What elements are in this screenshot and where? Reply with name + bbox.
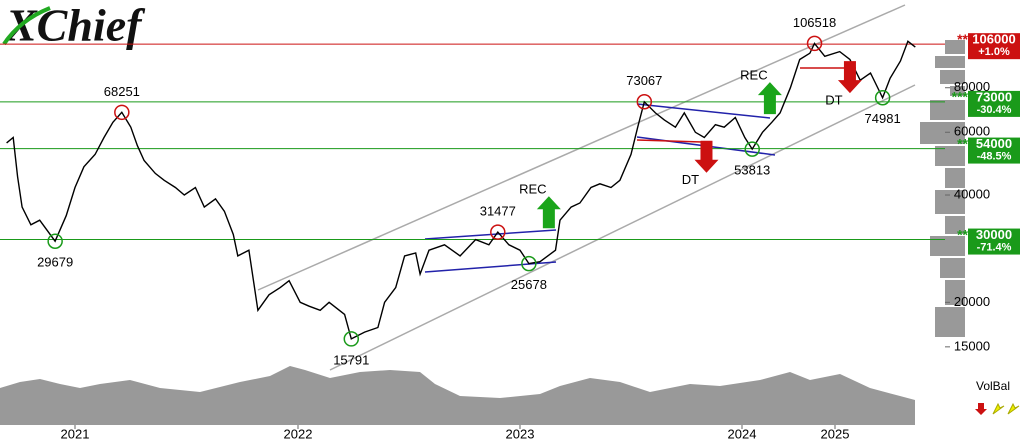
x-tick-label: 2021	[61, 426, 90, 441]
price-line	[6, 40, 916, 340]
y-tick-label: 80000	[954, 79, 990, 94]
level-box	[968, 137, 1020, 164]
level-change: +1.0%	[978, 46, 1010, 58]
pivot-label: 29679	[37, 255, 73, 270]
pivot-circle	[636, 94, 653, 110]
indicator-label: VolBal	[976, 379, 1010, 393]
level-stars: **	[957, 135, 968, 151]
level-stars: **	[957, 31, 968, 47]
level-label: 30000	[976, 227, 1012, 242]
pivot-circle	[744, 141, 760, 157]
level-change: -30.4%	[977, 104, 1012, 116]
volume-area	[0, 366, 915, 425]
signal-arrow	[694, 140, 719, 173]
logo: XChief	[4, 0, 146, 51]
pivot-circle	[490, 224, 506, 240]
pivot-circle	[874, 90, 891, 106]
level-label: 106000	[972, 32, 1015, 47]
pivot-label: 68251	[104, 84, 140, 99]
signal-label: DT	[825, 93, 842, 108]
pivot-circle	[521, 255, 537, 272]
signal-label: DT	[682, 172, 699, 187]
level-label: 54000	[976, 136, 1012, 151]
level-stars: ***	[952, 89, 969, 105]
pivot-label: 73067	[626, 73, 662, 88]
level-box	[968, 90, 1020, 117]
signal-arrow	[837, 61, 862, 94]
x-tick-label: 2022	[284, 426, 313, 441]
pivot-circle	[343, 331, 360, 347]
pivot-label: 74981	[865, 111, 901, 126]
x-tick-label: 2025	[821, 426, 850, 441]
level-label: 73000	[976, 89, 1012, 104]
pivot-label: 15791	[333, 352, 369, 367]
x-tick-label: 2024	[728, 426, 757, 441]
pivot-label: 53813	[734, 163, 770, 178]
pivot-circle	[806, 35, 823, 52]
pivot-label: 25678	[511, 277, 547, 292]
signal-arrow	[757, 82, 782, 115]
signal-arrow	[536, 196, 561, 229]
x-tick-label: 2023	[506, 426, 535, 441]
y-tick-label: 15000	[954, 338, 990, 353]
level-stars: **	[957, 226, 968, 242]
volume-profile	[920, 40, 965, 337]
y-tick-label: 20000	[954, 294, 990, 309]
level-change: -71.4%	[977, 241, 1012, 253]
y-tick-label: 60000	[954, 124, 990, 139]
y-tick-label: 40000	[954, 186, 990, 201]
pivot-circle	[114, 104, 130, 121]
channel-lines	[257, 4, 916, 371]
pivot-label: 106518	[793, 15, 836, 30]
level-change: -48.5%	[977, 150, 1012, 162]
indicator-icons	[975, 402, 1020, 415]
pivot-label: 31477	[480, 204, 516, 219]
level-box	[968, 228, 1020, 255]
signal-label: REC	[519, 182, 546, 197]
level-box	[968, 33, 1020, 60]
signal-label: REC	[740, 68, 767, 83]
logo-swoosh	[2, 6, 51, 46]
pivot-circle	[47, 233, 63, 249]
